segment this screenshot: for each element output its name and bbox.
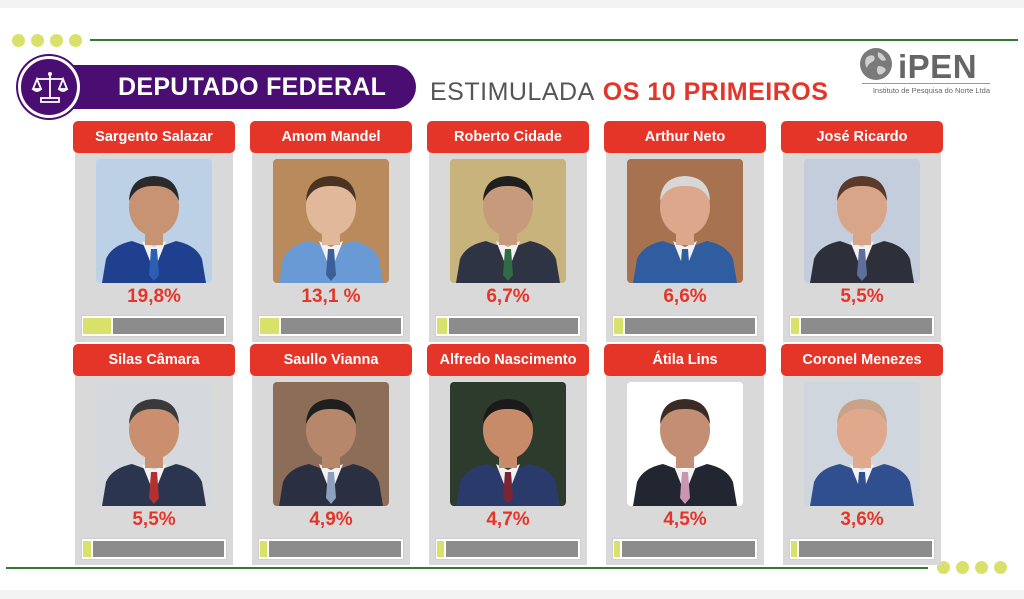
- candidate-name: Saullo Vianna: [250, 344, 412, 376]
- candidate-photo: [273, 159, 389, 283]
- bar-track: [258, 538, 404, 560]
- bar: [791, 318, 799, 334]
- bar-track: [258, 315, 404, 337]
- candidate-card: Átila Lins 4,5%: [604, 344, 766, 565]
- bar-remainder: [269, 541, 401, 557]
- candidate-card: Sargento Salazar 19,8%: [73, 121, 235, 342]
- candidate-card: Saullo Vianna 4,9%: [250, 344, 412, 565]
- candidate-name: Alfredo Nascimento: [427, 344, 589, 376]
- bar-remainder: [622, 541, 755, 557]
- candidate-photo: [450, 382, 566, 506]
- bar-remainder: [446, 541, 578, 557]
- bar-remainder: [113, 318, 224, 334]
- data-label: 6,7%: [486, 286, 530, 307]
- candidate-name: José Ricardo: [781, 121, 943, 153]
- candidate-card: Arthur Neto 6,6%: [604, 121, 766, 342]
- bar: [791, 541, 797, 557]
- bar-remainder: [625, 318, 755, 334]
- bar: [260, 318, 279, 334]
- bottom-strip: [0, 590, 1024, 599]
- candidate-name: Silas Câmara: [73, 344, 235, 376]
- ipen-logo: iPEN Instituto de Pesquisa do Norte Ltda: [858, 46, 990, 102]
- bar-remainder: [801, 318, 932, 334]
- subtitle-plain: ESTIMULADA: [430, 78, 595, 106]
- decorative-dots-top: [12, 34, 82, 47]
- bar-track: [435, 315, 581, 337]
- candidate-card: José Ricardo 5,5%: [781, 121, 943, 342]
- bar-remainder: [281, 318, 401, 334]
- bar: [614, 318, 623, 334]
- bar: [83, 318, 111, 334]
- data-label: 6,6%: [663, 286, 707, 307]
- logo-tagline: Instituto de Pesquisa do Norte Ltda: [872, 86, 990, 95]
- candidate-card: Amom Mandel 13,1 %: [250, 121, 412, 342]
- bar-track: [81, 538, 227, 560]
- data-label: 19,8%: [127, 286, 181, 307]
- bar: [83, 541, 91, 557]
- data-label: 4,7%: [486, 509, 530, 530]
- bar-track: [81, 315, 227, 337]
- data-label: 5,5%: [132, 509, 176, 530]
- bar: [437, 541, 444, 557]
- globe-icon: [860, 48, 892, 80]
- candidate-photo: [804, 382, 920, 506]
- data-label: 4,5%: [663, 509, 707, 530]
- bar: [260, 541, 267, 557]
- bar-track: [789, 538, 935, 560]
- candidate-name: Coronel Menezes: [781, 344, 943, 376]
- candidate-name: Sargento Salazar: [73, 121, 235, 153]
- data-label: 3,6%: [840, 509, 884, 530]
- bar: [437, 318, 447, 334]
- subtitle: ESTIMULADA OS 10 PRIMEIROS: [430, 78, 828, 107]
- bar-remainder: [799, 541, 932, 557]
- bar: [614, 541, 620, 557]
- candidate-photo: [627, 382, 743, 506]
- candidate-name: Amom Mandel: [250, 121, 412, 153]
- candidate-name: Átila Lins: [604, 344, 766, 376]
- logo-name: iPEN: [898, 48, 978, 85]
- candidate-photo: [273, 382, 389, 506]
- candidate-photo: [804, 159, 920, 283]
- candidate-photo: [627, 159, 743, 283]
- candidate-photo: [450, 159, 566, 283]
- bar-track: [435, 538, 581, 560]
- bar-track: [789, 315, 935, 337]
- bar-remainder: [449, 318, 578, 334]
- subtitle-highlight: OS 10 PRIMEIROS: [602, 78, 829, 106]
- top-rule: [90, 39, 1018, 41]
- data-label: 4,9%: [309, 509, 353, 530]
- candidate-photo: [96, 382, 212, 506]
- top-strip: [0, 0, 1024, 8]
- page-title: DEPUTADO FEDERAL: [118, 73, 387, 101]
- title-bar: DEPUTADO FEDERAL: [48, 65, 416, 109]
- bar-remainder: [93, 541, 224, 557]
- bar-track: [612, 538, 758, 560]
- scales-of-justice-icon: [18, 56, 80, 118]
- title-banner: DEPUTADO FEDERAL: [18, 56, 416, 118]
- data-label: 13,1 %: [301, 286, 361, 307]
- decorative-dots-bottom: [937, 561, 1007, 574]
- bar-track: [612, 315, 758, 337]
- candidate-card: Silas Câmara 5,5%: [73, 344, 235, 565]
- candidate-card: Alfredo Nascimento 4,7%: [427, 344, 589, 565]
- candidate-card: Coronel Menezes 3,6%: [781, 344, 943, 565]
- data-label: 5,5%: [840, 286, 884, 307]
- candidate-name: Roberto Cidade: [427, 121, 589, 153]
- bottom-rule: [6, 567, 928, 569]
- candidate-photo: [96, 159, 212, 283]
- candidate-name: Arthur Neto: [604, 121, 766, 153]
- candidate-card: Roberto Cidade 6,7%: [427, 121, 589, 342]
- logo-divider: [862, 83, 990, 84]
